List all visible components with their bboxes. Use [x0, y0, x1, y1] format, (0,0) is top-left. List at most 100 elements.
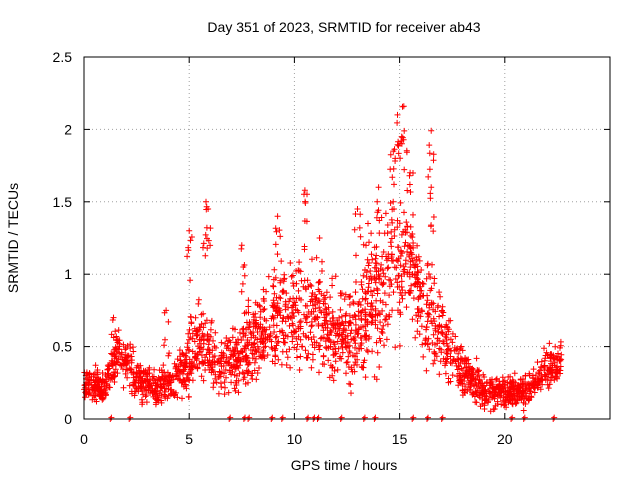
data-point [209, 364, 216, 371]
data-point [396, 342, 403, 349]
data-point [280, 287, 286, 294]
data-point [272, 225, 279, 232]
data-point [282, 318, 289, 325]
data-point [256, 302, 263, 309]
data-point [430, 306, 437, 313]
data-point [407, 232, 414, 239]
data-point [334, 330, 341, 337]
data-point [381, 290, 388, 297]
data-point [435, 302, 442, 309]
data-point [335, 325, 342, 332]
x-axis-label: GPS time / hours [291, 457, 398, 473]
data-point [188, 363, 195, 370]
data-point [428, 285, 435, 292]
data-point [316, 298, 323, 305]
data-point [359, 364, 366, 371]
data-point [542, 355, 549, 362]
data-point [290, 322, 296, 329]
data-point [227, 347, 234, 354]
data-point [259, 324, 266, 331]
data-point [179, 351, 186, 358]
data-point [183, 350, 190, 357]
data-point [338, 313, 345, 320]
data-point [93, 398, 100, 405]
data-point [472, 376, 479, 383]
data-point [324, 331, 331, 338]
data-point [297, 325, 304, 332]
data-point [449, 339, 456, 346]
data-point [321, 361, 328, 368]
data-point [204, 331, 211, 338]
data-point [90, 392, 96, 399]
data-point [323, 289, 330, 296]
data-point [426, 346, 433, 353]
data-point [284, 354, 291, 361]
data-point [375, 271, 382, 278]
data-point [273, 308, 280, 314]
data-point [250, 341, 256, 348]
data-point [403, 147, 410, 154]
data-point [313, 294, 320, 301]
data-point [264, 352, 271, 358]
data-point [422, 337, 429, 344]
data-point [231, 372, 238, 378]
data-point [395, 150, 402, 157]
data-point [303, 286, 309, 293]
data-point [383, 336, 390, 343]
data-point [271, 303, 278, 310]
data-point [380, 280, 387, 287]
data-point [425, 335, 432, 342]
data-point [472, 399, 479, 406]
data-point [186, 326, 193, 333]
data-point [392, 276, 399, 282]
data-point [554, 363, 561, 370]
data-point [533, 381, 540, 388]
data-point [369, 311, 376, 318]
data-point [438, 349, 445, 356]
data-point [310, 334, 317, 340]
data-point [296, 319, 303, 326]
data-point [193, 332, 200, 339]
data-point [296, 259, 303, 266]
data-point [415, 279, 422, 286]
data-point [313, 254, 320, 261]
data-point [315, 279, 322, 286]
data-point [325, 357, 332, 364]
data-point [212, 375, 219, 382]
data-point [544, 371, 550, 378]
data-point [394, 224, 401, 231]
data-point [243, 358, 250, 365]
data-point [131, 379, 138, 386]
data-point [127, 341, 134, 348]
data-point [384, 265, 391, 272]
data-point [280, 288, 287, 295]
data-point [202, 359, 209, 366]
data-point [445, 328, 452, 335]
data-point [339, 331, 346, 338]
data-point [519, 392, 526, 399]
data-point [388, 228, 395, 235]
data-point [546, 381, 553, 388]
data-point [207, 242, 214, 249]
data-point [364, 288, 371, 295]
data-point [384, 321, 391, 328]
data-point [188, 314, 194, 321]
data-point [343, 359, 350, 366]
data-point [246, 339, 253, 346]
data-point [265, 273, 272, 280]
data-point [307, 329, 314, 336]
data-point [323, 317, 330, 324]
data-point [169, 388, 176, 395]
data-point [372, 321, 379, 328]
data-point [327, 294, 334, 301]
axis-ticks: 0 5 10 15 20 0 0.5 1 1.5 2 2.5 [53, 49, 610, 447]
data-point [304, 313, 311, 320]
data-point [218, 349, 225, 356]
data-point [329, 372, 336, 379]
data-point [417, 313, 424, 320]
data-point [241, 374, 248, 381]
data-point [430, 331, 437, 338]
data-point [261, 316, 268, 322]
data-point [322, 338, 329, 345]
data-point [557, 342, 564, 349]
